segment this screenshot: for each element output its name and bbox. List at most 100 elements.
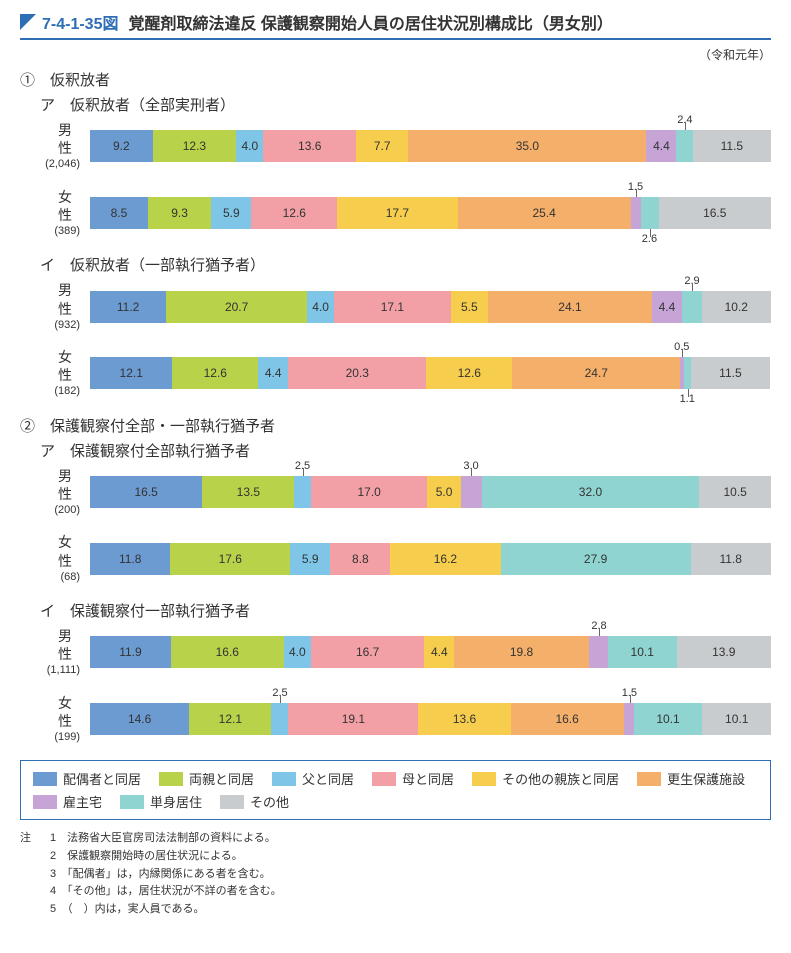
bar-label: 男 性(200) [20,467,90,518]
note-item: 1 法務省大臣官房司法法制部の資料による。 [50,830,282,848]
bar-wrap: 14.612.119.113.616.610.110.12.51.5 [90,703,771,735]
bar-segment: 12.6 [251,197,337,229]
callout-line [650,229,651,237]
bar-segment: 5.9 [211,197,251,229]
legend-label: 父と同居 [302,769,354,788]
triangle-icon [20,14,36,30]
bar-row: 女 性(182)12.112.64.420.312.624.711.50.51.… [20,348,771,399]
bar-segment: 25.4 [458,197,631,229]
bar-segment: 24.7 [512,357,680,389]
bar-segment: 19.1 [288,703,418,735]
legend-item: 配偶者と同居 [33,769,141,788]
bar-segment: 4.0 [307,291,334,323]
figure-title: 覚醒剤取締法違反 保護観察開始人員の居住状況別構成比（男女別） [128,10,612,34]
bar-segment: 19.8 [454,636,589,668]
bar-segment: 10.2 [702,291,771,323]
bar-segment: 4.0 [284,636,311,668]
legend-item: その他 [220,792,289,811]
section-heading: ① 仮釈放者 [20,69,771,90]
bar-wrap: 11.220.74.017.15.524.14.410.22.9 [90,291,771,323]
legend-item: 更生保護施設 [637,769,745,788]
legend-swatch [220,795,244,809]
bar-segment: 12.3 [153,130,237,162]
bar-segment: 17.0 [311,476,427,508]
section-heading: ② 保護観察付全部・一部執行猶予者 [20,415,771,436]
bar-segment: 27.9 [501,543,691,575]
legend-label: 雇主宅 [63,792,102,811]
bar-segment: 10.1 [634,703,703,735]
legend-label: その他の親族と同居 [502,769,619,788]
bar-label: 女 性(68) [20,533,90,584]
bar-segment: 17.1 [334,291,450,323]
note-item: 2 保護観察開始時の居住状況による。 [50,848,282,866]
bar-segment: 32.0 [482,476,700,508]
bar-segment: 4.4 [652,291,682,323]
bar-wrap: 11.817.65.98.816.227.911.8 [90,543,771,575]
callout-line [599,628,600,636]
callout-line [682,349,683,357]
bar-segment: 12.6 [172,357,258,389]
bar-label: 男 性(932) [20,281,90,332]
bar-segment [624,703,634,735]
bar-row: 男 性(1,111)11.916.64.016.74.419.810.113.9… [20,627,771,678]
bar-segment: 20.7 [166,291,307,323]
bar-segment: 11.8 [90,543,170,575]
bar-segment [641,197,659,229]
bar-segment: 13.6 [263,130,356,162]
figure-header: 7-4-1-35図 覚醒剤取締法違反 保護観察開始人員の居住状況別構成比（男女別… [20,10,771,40]
bar-segment: 10.1 [608,636,677,668]
bar-label: 男 性(1,111) [20,627,90,678]
bar-segment: 24.1 [488,291,652,323]
note-item: 3 「配偶者」は，内縁関係にある者を含む。 [50,866,282,884]
figure-number: 7-4-1-35図 [42,10,118,34]
callout-line [303,468,304,476]
stacked-bar: 11.220.74.017.15.524.14.4 10.2 [90,291,771,323]
bar-segment: 8.5 [90,197,148,229]
bar-segment: 16.2 [390,543,500,575]
bar-label: 男 性(2,046) [20,121,90,172]
chart-area: ① 仮釈放者ア 仮釈放者（全部実刑者）男 性(2,046)9.212.34.01… [20,69,771,744]
bar-wrap: 8.59.35.912.617.725.416.51.52.6 [90,197,771,229]
legend-swatch [33,795,57,809]
bar-segment: 17.7 [337,197,458,229]
bar-segment: 11.2 [90,291,166,323]
bar-segment: 5.5 [451,291,488,323]
bar-segment [684,357,691,389]
legend-item: 母と同居 [372,769,454,788]
legend-label: 母と同居 [402,769,454,788]
bar-segment: 9.3 [148,197,211,229]
bar-segment: 16.6 [171,636,284,668]
legend-label: 単身居住 [150,792,202,811]
era-label: （令和元年） [20,46,771,63]
legend: 配偶者と同居両親と同居父と同居母と同居その他の親族と同居更生保護施設雇主宅単身居… [20,760,771,820]
bar-row: 女 性(199)14.612.119.113.616.610.110.12.51… [20,694,771,745]
bar-wrap: 9.212.34.013.67.735.04.411.52.4 [90,130,771,162]
bar-segment: 11.5 [691,357,769,389]
legend-item: 父と同居 [272,769,354,788]
subgroup-heading: ア 保護観察付全部執行猶予者 [40,440,771,461]
notes-label: 注 [20,830,50,918]
notes: 注 1 法務省大臣官房司法法制部の資料による。2 保護観察開始時の居住状況による… [20,830,771,918]
bar-segment: 13.9 [677,636,771,668]
bar-segment: 4.4 [646,130,676,162]
legend-swatch [33,772,57,786]
subgroup-heading: イ 仮釈放者（一部執行猶予者） [40,254,771,275]
bar-segment: 9.2 [90,130,153,162]
stacked-bar: 16.513.517.05.032.010.5 [90,476,771,508]
bar-wrap: 11.916.64.016.74.419.810.113.92.8 [90,636,771,668]
bar-segment: 11.8 [691,543,771,575]
bar-segment [461,476,481,508]
bar-label: 女 性(199) [20,694,90,745]
bar-segment: 17.6 [170,543,290,575]
bar-segment [682,291,702,323]
bar-segment: 20.3 [288,357,426,389]
bar-row: 女 性(389)8.59.35.912.617.725.416.51.52.6 [20,188,771,239]
bar-segment: 4.4 [424,636,454,668]
bar-row: 男 性(200)16.513.517.05.032.010.52.53.0 [20,467,771,518]
bar-segment: 5.0 [427,476,461,508]
bar-segment [631,197,641,229]
bar-segment: 16.6 [511,703,624,735]
bar-segment: 16.7 [311,636,425,668]
bar-segment: 13.6 [418,703,510,735]
legend-item: 雇主宅 [33,792,102,811]
